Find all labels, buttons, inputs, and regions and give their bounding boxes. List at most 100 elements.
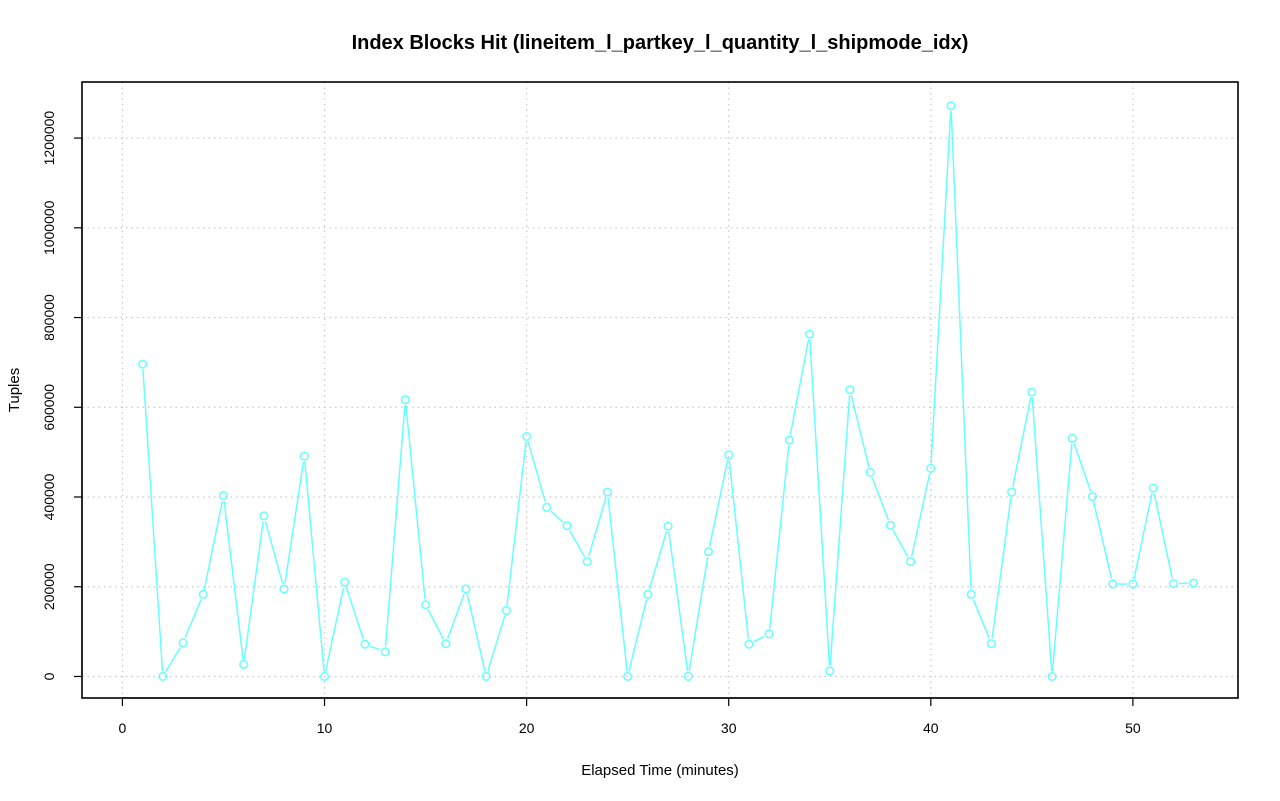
series-line-segment	[1092, 501, 1113, 579]
data-point	[400, 395, 410, 405]
data-point	[663, 521, 673, 531]
y-axis-label: Tuples	[6, 368, 23, 412]
series-line-segment	[569, 530, 586, 558]
data-point	[421, 600, 431, 610]
data-point	[805, 329, 815, 339]
data-point	[158, 671, 168, 682]
x-axis: 0 10 20 30 40 50	[119, 697, 1141, 736]
data-point	[1047, 671, 1057, 682]
data-point	[319, 671, 330, 682]
series-line-segment	[506, 441, 527, 606]
series-line-segment	[753, 635, 765, 643]
data-point	[946, 101, 956, 111]
series-line-segment	[809, 339, 831, 666]
data-point	[1148, 483, 1158, 493]
series-line-segment	[527, 441, 547, 503]
series-line-segment	[789, 339, 810, 435]
series-lines	[138, 101, 1199, 682]
series-line-segment	[1133, 493, 1153, 579]
series-line-segment	[668, 531, 689, 672]
data-point	[501, 605, 511, 616]
data-point	[986, 639, 996, 649]
data-point	[825, 666, 835, 676]
series-line-segment	[950, 111, 972, 589]
data-point	[360, 639, 370, 649]
data-point	[1067, 433, 1077, 443]
data-point	[643, 589, 653, 599]
x-tick-label: 40	[923, 720, 939, 736]
grid	[82, 82, 1238, 698]
series-line-segment	[264, 520, 284, 584]
series-line-segment	[911, 473, 931, 557]
data-point	[1007, 487, 1017, 497]
data-point	[885, 520, 895, 530]
series-line-segment	[142, 369, 164, 672]
series-line-segment	[284, 461, 305, 584]
data-point	[582, 557, 592, 567]
series-line-segment	[487, 615, 506, 672]
series-line-segment	[405, 405, 426, 600]
data-point	[138, 359, 148, 369]
y-tick-label: 600000	[41, 384, 57, 431]
data-point	[926, 463, 936, 473]
data-point	[542, 502, 552, 512]
data-point	[724, 450, 734, 460]
data-point	[1168, 579, 1178, 589]
x-tick-label: 20	[519, 720, 535, 736]
x-tick-label: 50	[1125, 720, 1141, 736]
series-line-segment	[550, 510, 564, 523]
series-line-segment	[223, 501, 244, 659]
series-line-segment	[1073, 443, 1092, 492]
data-point	[481, 671, 491, 682]
series-line-segment	[1153, 493, 1173, 579]
series-line-segment	[446, 593, 465, 639]
y-tick-label: 1200000	[41, 111, 57, 166]
data-point	[906, 557, 916, 567]
x-axis-label: Elapsed Time (minutes)	[581, 762, 739, 779]
data-point	[279, 584, 289, 594]
series-line-segment	[850, 394, 870, 468]
series-line-segment	[1031, 397, 1053, 672]
series-line-segment	[304, 461, 325, 672]
data-point	[602, 487, 613, 497]
y-tick-label: 800000	[41, 294, 57, 341]
series-line-segment	[466, 594, 486, 672]
y-tick-label: 1000000	[41, 200, 57, 255]
series-line-segment	[768, 445, 790, 629]
data-point	[865, 467, 875, 477]
series-line-segment	[369, 645, 381, 651]
data-point	[744, 639, 754, 649]
y-axis: 0 200000 400000 600000 800000 1000000 1200000	[41, 111, 83, 680]
data-point	[461, 584, 471, 594]
series-line-segment	[628, 599, 648, 672]
series-line-segment	[184, 599, 202, 639]
y-tick-label: 400000	[41, 473, 57, 520]
data-point	[1087, 492, 1098, 502]
data-point	[562, 521, 572, 531]
data-point	[703, 547, 714, 557]
series-line-segment	[708, 460, 729, 547]
series-line-segment	[243, 521, 264, 660]
x-tick-label: 10	[317, 720, 333, 736]
series-line-segment	[648, 531, 668, 590]
data-point	[966, 589, 976, 599]
chart-title: Index Blocks Hit (lineitem_l_partkey_l_q…	[352, 32, 969, 54]
series-line-segment	[871, 477, 890, 521]
data-point	[1027, 387, 1037, 397]
series-line-segment	[728, 460, 750, 639]
series-line-segment	[892, 529, 909, 558]
data-point	[380, 647, 390, 657]
series-line-segment	[345, 587, 364, 640]
series-line-segment	[384, 405, 406, 647]
data-point	[259, 511, 269, 521]
data-point	[623, 671, 633, 682]
series-line-segment	[427, 609, 444, 640]
data-point	[845, 385, 855, 395]
data-point	[1108, 579, 1118, 589]
data-point	[441, 639, 451, 649]
data-point	[764, 629, 774, 639]
series-line-segment	[1012, 397, 1032, 487]
data-point	[218, 491, 229, 501]
series-line-segment	[324, 587, 345, 672]
